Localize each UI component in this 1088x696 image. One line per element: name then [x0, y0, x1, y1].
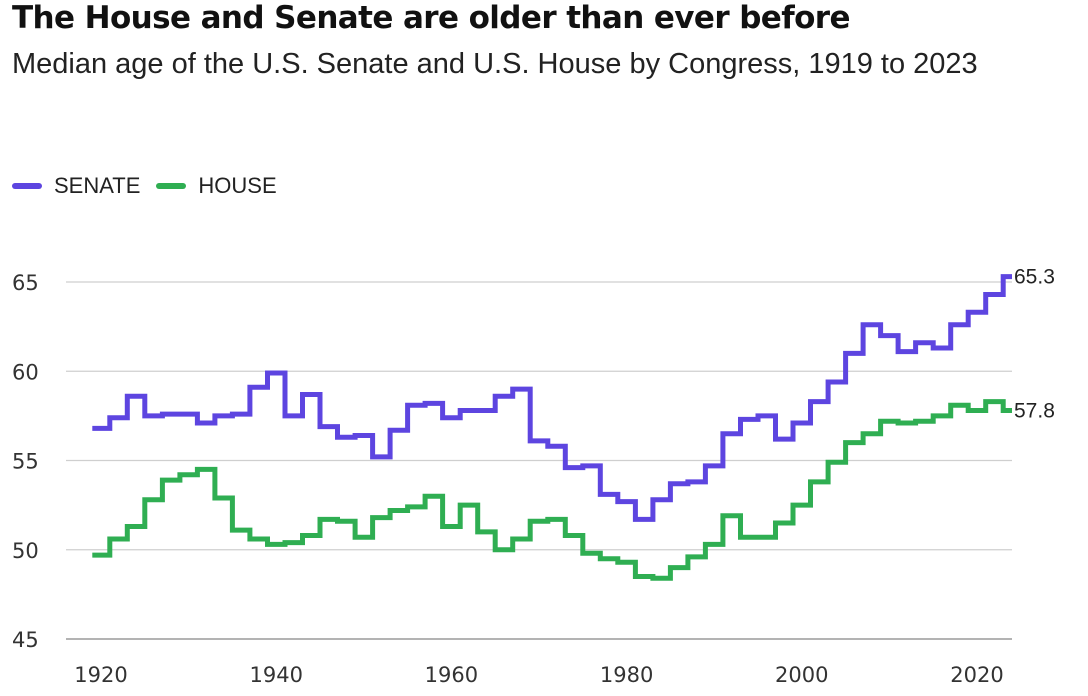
legend-label-house: HOUSE [198, 173, 277, 198]
y-tick-label: 60 [12, 360, 39, 384]
gridlines [66, 281, 1012, 640]
y-tick-label: 45 [12, 628, 39, 652]
chart-legend: SENATE HOUSE [12, 171, 293, 201]
legend-swatch-house [156, 183, 187, 189]
y-tick-label: 65 [12, 271, 39, 295]
chart-title: The House and Senate are older than ever… [12, 0, 851, 36]
x-axis: 1920 1940 1960 1980 2000 2020 [74, 663, 1003, 687]
series-line-house [92, 399, 1012, 581]
x-tick-label: 1940 [249, 663, 302, 687]
chart-subtitle: Median age of the U.S. Senate and U.S. H… [12, 48, 978, 80]
legend-item-house: HOUSE [156, 173, 277, 199]
end-label-senate: 65.3 [1014, 266, 1055, 289]
legend-label-senate: SENATE [54, 173, 141, 198]
x-tick-label: 2020 [950, 663, 1003, 687]
x-tick-label: 2000 [775, 663, 828, 687]
end-label-house: 57.8 [1014, 400, 1055, 423]
legend-swatch-senate [12, 183, 42, 189]
series-lines [92, 274, 1012, 581]
legend-item-senate: SENATE [12, 173, 140, 199]
x-tick-label: 1920 [74, 663, 127, 687]
y-tick-label: 50 [12, 539, 39, 563]
x-tick-label: 1980 [600, 663, 653, 687]
end-labels: 65.3 57.8 [1014, 266, 1055, 423]
y-tick-label: 55 [12, 450, 39, 474]
x-tick-label: 1960 [425, 663, 478, 687]
y-axis: 45 50 55 60 65 [12, 271, 39, 652]
series-line-senate [92, 274, 1012, 522]
